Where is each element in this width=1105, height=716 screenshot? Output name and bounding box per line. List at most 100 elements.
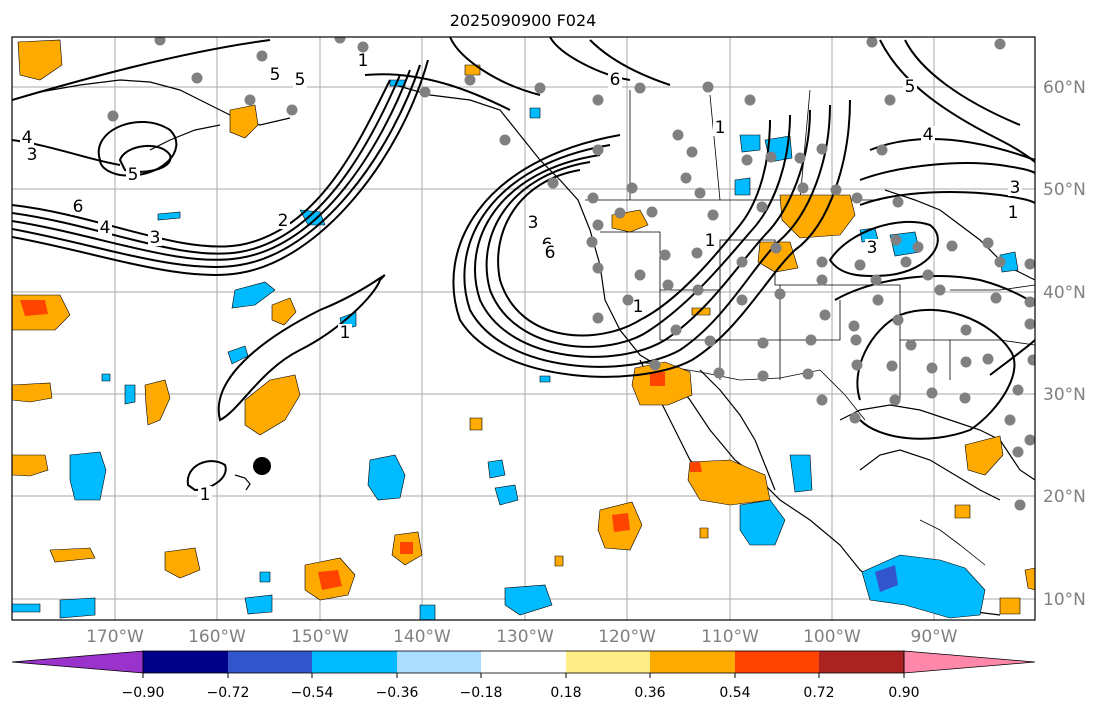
station-dot [830, 184, 842, 196]
station-dot [816, 143, 828, 155]
colorbar-tick-label: −0.18 [460, 685, 503, 701]
contour-label-bg [713, 119, 727, 136]
colorbar-tick-label: 0.90 [888, 685, 919, 701]
station-dot [1024, 434, 1035, 446]
contour-label: 5 [905, 77, 916, 97]
contour-label: 6 [610, 70, 621, 90]
station-dot [592, 312, 604, 324]
station-dot [756, 201, 768, 213]
station-dot [634, 269, 646, 281]
contour-label-bg [293, 71, 307, 88]
station-dot [736, 294, 748, 306]
station-dot [1024, 318, 1035, 330]
lon-label: 140°W [393, 627, 451, 647]
political-borders [585, 89, 1035, 566]
station-dot [680, 172, 692, 184]
contour-label: 5 [295, 70, 306, 90]
lon-label: 150°W [291, 627, 349, 647]
lon-label: 160°W [188, 627, 246, 647]
station-dot [107, 110, 119, 122]
colorbar-tick-label: −0.54 [291, 685, 334, 701]
contour-label-bg [903, 78, 917, 95]
anomaly-shading [12, 39, 1035, 620]
station-dot [592, 144, 604, 156]
station-dot [866, 37, 878, 48]
station-dot [912, 241, 924, 253]
station-dot [982, 353, 994, 365]
lon-label: 120°W [598, 627, 656, 647]
contour-label-bg [98, 219, 112, 236]
station-dot [757, 370, 769, 382]
lat-label: 10°N [1043, 590, 1086, 610]
station-dot [587, 192, 599, 204]
colorbar-frame [142, 650, 905, 674]
contour-label-bg [338, 324, 352, 341]
lat-label: 20°N [1043, 487, 1086, 507]
contour-label-bg [148, 229, 162, 246]
station-dot [765, 151, 777, 163]
contour-label-bg [276, 212, 290, 229]
station-dot [892, 314, 904, 326]
coastlines [12, 79, 1035, 616]
station-dot [646, 206, 658, 218]
station-dot [870, 274, 882, 286]
station-dot [1027, 354, 1035, 366]
station-dot [934, 284, 946, 296]
station-dot [794, 152, 806, 164]
station-markers [107, 37, 1035, 511]
contour-label-bg [1008, 179, 1022, 196]
contour-label: 3 [1010, 178, 1021, 198]
contour-label: 3 [867, 238, 878, 258]
contour-label-bg [608, 71, 622, 88]
contour-label-bg [921, 126, 935, 143]
station-dot [982, 237, 994, 249]
colorbar-segment [481, 651, 566, 673]
station-dot [994, 38, 1006, 50]
colorbar-segment [312, 651, 397, 673]
station-dot [892, 196, 904, 208]
station-dot [889, 394, 901, 406]
station-dot [1004, 414, 1016, 426]
contour-label: 1 [340, 323, 351, 343]
contour-label: 4 [100, 218, 111, 238]
colorbar-tick-label: −0.36 [376, 685, 419, 701]
colorbar-tick-label: −0.72 [207, 685, 250, 701]
lat-label: 50°N [1043, 180, 1086, 200]
colorbar-tick-label: 0.36 [634, 685, 665, 701]
station-dot [926, 387, 938, 399]
station-dot [499, 134, 511, 146]
contour-label: 6 [73, 197, 84, 217]
colorbar-arrow-left [11, 650, 144, 674]
colorbar-tick-label: 0.54 [719, 685, 750, 701]
station-dot [419, 86, 431, 98]
contour-label: 1 [705, 231, 716, 251]
colorbar-tick-label: −0.90 [122, 685, 165, 701]
station-dot [905, 339, 917, 351]
contour-label: 3 [528, 213, 539, 233]
colorbar-segment [397, 651, 481, 673]
station-dot [850, 334, 862, 346]
station-dot [922, 269, 934, 281]
lon-label: 130°W [496, 627, 554, 647]
colorbar-tick-label: 0.18 [550, 685, 581, 701]
contour-label: 1 [358, 51, 369, 71]
contour-label: 1 [200, 485, 211, 505]
station-dot [534, 82, 546, 94]
station-dot [154, 37, 166, 46]
station-dot [890, 234, 902, 246]
contour-label: 1 [1008, 203, 1019, 223]
contour-label-bg [526, 214, 540, 231]
station-dot [1014, 499, 1026, 511]
station-dot [816, 274, 828, 286]
contour-label-bg [25, 146, 39, 163]
contour-label-bg [268, 66, 282, 83]
station-dot [770, 242, 782, 254]
station-dot [622, 294, 634, 306]
station-dot [702, 81, 714, 93]
map-content: 155456432113661354311136 [12, 37, 1035, 620]
station-dot [286, 104, 298, 116]
contour-label: 1 [633, 297, 644, 317]
colorbar-segment [143, 651, 228, 673]
contour-label-bg [198, 486, 212, 503]
station-dot [959, 392, 971, 404]
